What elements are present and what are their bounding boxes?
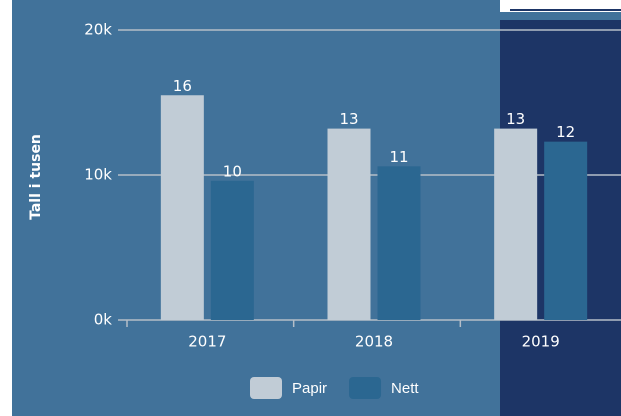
value-label: 13: [506, 110, 525, 128]
value-label: 10: [223, 162, 242, 180]
bar: [210, 180, 254, 320]
legend-label: Papir: [292, 380, 327, 397]
value-label: 13: [339, 110, 358, 128]
y-axis-title: Tall i tusen: [28, 134, 44, 220]
y-tick-label: 20k: [84, 21, 112, 39]
bar: [494, 128, 538, 320]
value-label: 12: [556, 123, 575, 141]
legend-swatch: [250, 377, 282, 399]
value-label: 11: [389, 148, 408, 166]
legend-swatch: [349, 377, 382, 399]
value-label: 16: [173, 77, 192, 95]
bar: [327, 128, 371, 320]
bar: [377, 166, 421, 320]
bar: [160, 95, 204, 320]
y-tick-label: 10k: [84, 166, 112, 184]
y-tick-label: 0k: [94, 311, 113, 329]
bar: [544, 141, 588, 320]
legend-label: Nett: [391, 380, 419, 397]
x-tick-label: 2018: [355, 333, 393, 351]
x-tick-label: 2017: [188, 333, 226, 351]
x-tick-label: 2019: [522, 333, 560, 351]
left-border: [0, 0, 12, 416]
